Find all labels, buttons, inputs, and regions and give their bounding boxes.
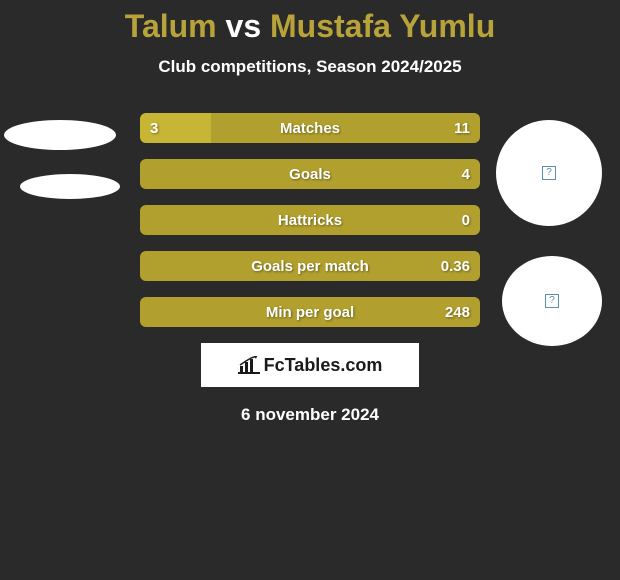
- stat-right-value: 4: [462, 166, 470, 183]
- stat-label: Goals per match: [251, 258, 369, 275]
- stats-bars: 3 Matches 11 Goals 4 Hattricks 0 Goals p…: [140, 113, 480, 327]
- vs-text: vs: [226, 8, 262, 44]
- stat-right-value: 0.36: [441, 258, 470, 275]
- question-icon: ?: [542, 166, 556, 180]
- logo-label: FcTables.com: [264, 355, 383, 376]
- stat-label: Hattricks: [278, 212, 342, 229]
- stat-label: Goals: [289, 166, 331, 183]
- left-avatar-group: [4, 120, 120, 199]
- stat-left-value: 3: [150, 120, 158, 137]
- stat-label: Min per goal: [266, 304, 354, 321]
- stat-label: Matches: [280, 120, 340, 137]
- logo-box: FcTables.com: [201, 343, 419, 387]
- chart-icon: [238, 356, 260, 374]
- right-avatar-group: ? ?: [496, 120, 602, 346]
- date-text: 6 november 2024: [0, 405, 620, 425]
- stat-row-hattricks: Hattricks 0: [140, 205, 480, 235]
- stat-right-value: 0: [462, 212, 470, 229]
- player1-name: Talum: [125, 8, 217, 44]
- logo-text: FcTables.com: [238, 355, 383, 376]
- stat-row-mpg: Min per goal 248: [140, 297, 480, 327]
- player2-name: Mustafa Yumlu: [270, 8, 495, 44]
- stat-right-value: 248: [445, 304, 470, 321]
- avatar-ellipse: [20, 174, 120, 199]
- stat-right-value: 11: [454, 120, 470, 137]
- stat-row-gpm: Goals per match 0.36: [140, 251, 480, 281]
- avatar-circle: ?: [496, 120, 602, 226]
- question-icon: ?: [545, 294, 559, 308]
- subtitle: Club competitions, Season 2024/2025: [0, 57, 620, 77]
- avatar-ellipse: [4, 120, 116, 150]
- page-title: Talum vs Mustafa Yumlu: [0, 0, 620, 45]
- stat-row-matches: 3 Matches 11: [140, 113, 480, 143]
- avatar-circle: ?: [502, 256, 602, 346]
- stat-row-goals: Goals 4: [140, 159, 480, 189]
